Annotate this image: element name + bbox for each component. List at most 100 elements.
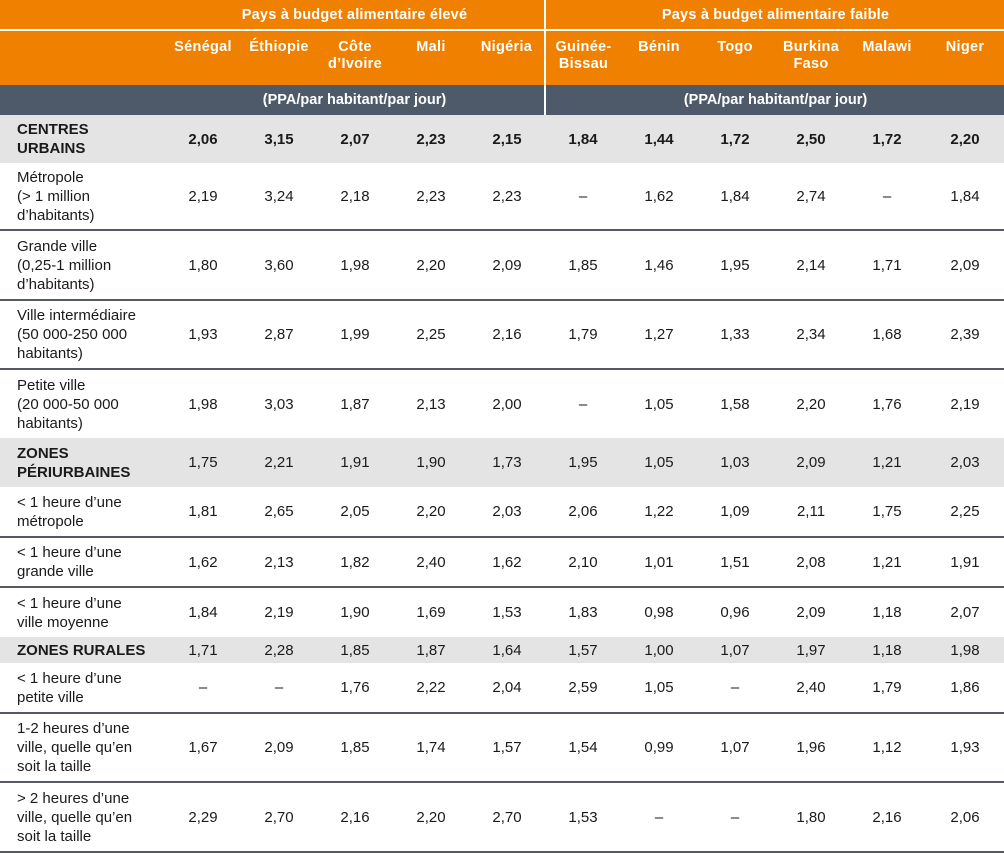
value-cell: 1,84: [925, 163, 1004, 231]
value-cell: 2,87: [241, 300, 317, 370]
table-row: < 1 heure d’une grande ville 1,62 2,13 1,82 2…: [0, 537, 1004, 588]
value-cell: 1,95: [545, 438, 622, 487]
value-cell: 2,16: [849, 782, 926, 853]
value-cell: 1,21: [849, 438, 926, 487]
value-cell: 1,91: [317, 438, 393, 487]
value-cell: 2,09: [241, 713, 317, 783]
value-cell: 1,27: [621, 300, 698, 370]
value-cell: 1,87: [340, 395, 370, 413]
value-cell: 1,90: [340, 604, 370, 621]
value-cell: 0,99: [621, 713, 698, 783]
value-cell: 1,62: [621, 163, 698, 231]
value-cell: 1,75: [165, 438, 241, 487]
value-cell: 1,98: [317, 230, 393, 301]
value-cell: 1,82: [317, 537, 393, 588]
row-label-line: habitants): [17, 414, 83, 432]
value-cell: 2,40: [393, 537, 469, 588]
table-row: 1-2 heures d’une ville, quelle qu’en soit …: [0, 713, 1004, 783]
value-cell: 2,18: [317, 163, 393, 231]
value-cell: 1,57: [469, 713, 546, 783]
value-cell: 2,59: [545, 663, 622, 714]
value-cell: 2,06: [165, 115, 241, 163]
country-header-mali: Mali: [416, 39, 446, 55]
value-cell: 1,76: [317, 663, 393, 714]
value-cell: 2,19: [165, 163, 241, 231]
row-label-line: ville, quelle qu’en: [17, 808, 133, 826]
value-cell: 1,46: [621, 230, 698, 301]
value-cell: –: [849, 163, 926, 231]
value-cell: 2,09: [469, 230, 546, 301]
value-cell: 1,68: [849, 300, 926, 370]
value-cell: 2,23: [469, 163, 546, 231]
corner-cell: [0, 30, 165, 85]
row-label-line: > 2 heures d’une: [17, 789, 130, 807]
section-row: ZONES PÉRIURBAINES 1,75 2,21 1,91 1,90 1,73 1,9…: [0, 438, 1004, 487]
row-label-line: (20 000-50 000: [17, 395, 119, 413]
table-row: Métropole (> 1 million d’habitants) 2,19 3,2…: [0, 163, 1004, 231]
unit-label-low-budget: (PPA/par habitant/par jour): [545, 85, 1004, 115]
value-cell: 2,16: [317, 782, 393, 853]
row-label: ZONES PÉRIURBAINES: [0, 438, 165, 487]
value-cell: 2,50: [773, 115, 850, 163]
value-cell: 2,19: [950, 395, 980, 413]
value-cell: 1,93: [925, 713, 1004, 783]
row-label-line: Grande ville: [17, 237, 98, 255]
value-cell: 1,05: [621, 438, 698, 487]
value-cell: 1,18: [872, 604, 902, 621]
unit-header-row: (PPA/par habitant/par jour) (PPA/par hab…: [0, 85, 1004, 115]
value-cell: 1,05: [621, 663, 698, 714]
row-label-line: (50 000-250 000: [17, 326, 128, 343]
unit-label-high-budget: (PPA/par habitant/par jour): [165, 85, 547, 115]
value-cell: 1,03: [697, 438, 774, 487]
value-cell: 1,74: [393, 713, 469, 783]
value-cell: 2,16: [469, 300, 546, 370]
row-label-line: soit la taille: [17, 758, 92, 775]
value-cell: 1,62: [469, 537, 546, 588]
section-row: ZONES RURALES 1,71 2,28 1,85 1,87 1,64 1,57 1,0…: [0, 637, 1004, 663]
row-label-line: < 1 heure d’une: [17, 594, 122, 612]
value-cell: 3,60: [241, 230, 317, 301]
value-cell: 1,97: [773, 637, 850, 663]
value-cell: 1,62: [165, 537, 241, 588]
value-cell: 2,20: [393, 487, 469, 538]
value-cell: 1,72: [849, 115, 926, 163]
value-cell: –: [621, 782, 698, 853]
value-cell: 1,83: [568, 604, 598, 621]
row-label-line: < 1 heure d’une: [17, 544, 122, 561]
country-header-senegal: Sénégal: [174, 39, 232, 55]
value-cell: 2,05: [317, 487, 393, 538]
value-cell: 1,95: [697, 230, 774, 301]
row-label-line: (0,25-1 million: [17, 256, 112, 274]
value-cell: 2,06: [925, 782, 1004, 853]
value-cell: 2,11: [773, 487, 850, 538]
country-header-benin: Bénin: [638, 39, 680, 55]
row-label-line: < 1 heure d’une: [17, 669, 122, 687]
value-cell: 1,98: [925, 637, 1004, 663]
row-label-line: Métropole: [17, 168, 84, 186]
value-cell: 1,71: [165, 637, 241, 663]
row-label-line: habitants): [17, 345, 83, 362]
row-label-line: Petite ville: [17, 376, 86, 394]
row-label-line: métropole: [17, 512, 84, 530]
row-label: Petite ville (20 000-50 000 habitants): [0, 369, 165, 438]
value-cell: 1,53: [545, 782, 622, 853]
value-cell: 1,81: [165, 487, 241, 538]
row-label-line: d’habitants): [17, 275, 95, 293]
row-label-line: ville moyenne: [17, 613, 109, 631]
value-cell: 1,84: [545, 115, 622, 163]
value-cell: –: [165, 663, 241, 714]
row-label-line: 1-2 heures d’une: [17, 720, 130, 737]
table-row: > 2 heures d’une ville, quelle qu’en soit …: [0, 782, 1004, 853]
value-cell: 2,14: [773, 230, 850, 301]
value-cell: 1,01: [621, 537, 698, 588]
country-header-ethiopie: Éthiopie: [249, 39, 309, 55]
table-body: CENTRES URBAINS 2,06 3,15 2,07 2,23 2,15 1,84 1,…: [0, 115, 1004, 853]
value-cell: 1,58: [720, 395, 750, 413]
row-label-line: CENTRES: [17, 121, 89, 138]
value-cell: 3,24: [241, 163, 317, 231]
value-cell: 2,65: [241, 487, 317, 538]
value-cell: 2,34: [773, 300, 850, 370]
table-row: < 1 heure d’une métropole 1,81 2,65 2,05 2,20…: [0, 487, 1004, 538]
value-cell: 2,20: [796, 395, 826, 413]
